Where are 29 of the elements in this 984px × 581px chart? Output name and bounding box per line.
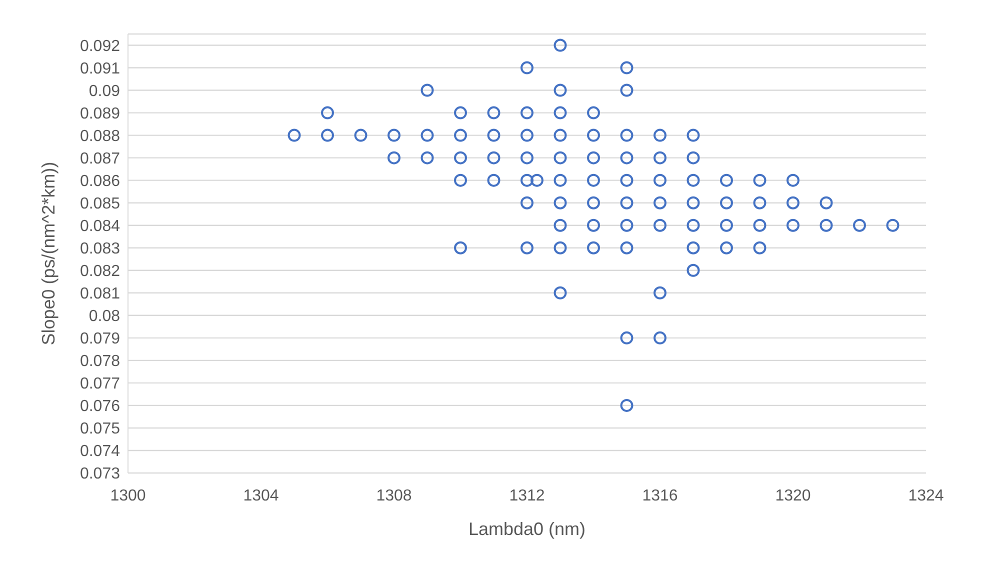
x-tick-label: 1316 xyxy=(642,487,678,504)
y-tick-label: 0.092 xyxy=(80,38,120,55)
y-tick-label: 0.085 xyxy=(80,196,120,213)
y-tick-label: 0.091 xyxy=(80,60,120,78)
y-tick-label: 0.084 xyxy=(80,218,120,236)
x-tick-label: 1304 xyxy=(243,487,279,504)
x-tick-label: 1308 xyxy=(376,487,412,504)
y-tick-label: 0.075 xyxy=(80,420,120,438)
y-tick-label: 0.083 xyxy=(80,240,120,258)
x-tick-label: 1312 xyxy=(509,487,545,504)
y-tick-label: 0.087 xyxy=(80,150,120,168)
y-tick-label: 0.09 xyxy=(88,82,120,100)
y-tick-label: 0.073 xyxy=(80,466,120,483)
x-tick-label: 1320 xyxy=(775,487,811,504)
y-tick-label: 0.076 xyxy=(80,398,120,416)
x-tick-label: 1324 xyxy=(908,487,944,504)
y-tick-label: 0.081 xyxy=(80,286,120,303)
y-tick-label: 0.074 xyxy=(80,443,120,460)
y-tick-label: 0.079 xyxy=(80,330,120,348)
y-axis-title: Slope0 (ps/(nm^2*km)) xyxy=(38,162,58,346)
x-tick-label: 1300 xyxy=(110,487,146,504)
y-tick-label: 0.08 xyxy=(88,308,120,326)
y-tick-label: 0.078 xyxy=(80,353,120,370)
y-tick-label: 0.086 xyxy=(80,173,120,190)
y-tick-label: 0.082 xyxy=(80,263,120,280)
y-tick-label: 0.088 xyxy=(80,128,120,145)
y-tick-label: 0.089 xyxy=(80,105,120,122)
y-tick-label: 0.077 xyxy=(80,376,120,393)
x-axis-title: Lambda0 (nm) xyxy=(468,519,586,539)
